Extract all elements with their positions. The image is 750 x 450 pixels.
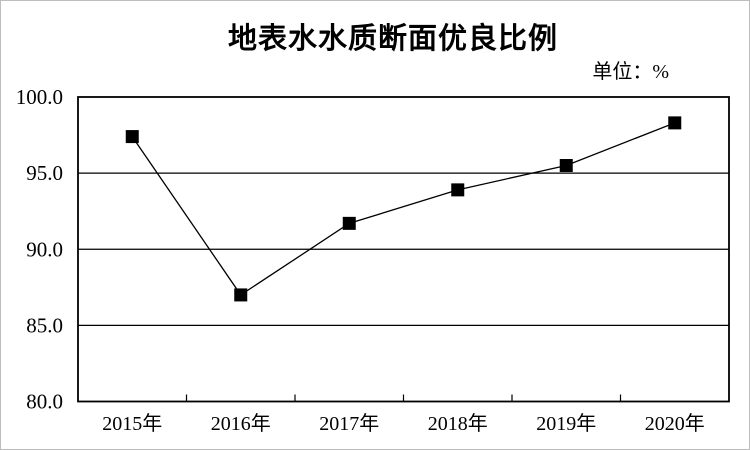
x-tick-label: 2016年 bbox=[211, 412, 271, 435]
y-tick-label: 100.0 bbox=[16, 85, 63, 109]
unit-label: 单位：% bbox=[592, 61, 669, 83]
data-point-marker bbox=[451, 183, 465, 197]
x-tick-label: 2020年 bbox=[645, 412, 705, 435]
chart-title: 地表水水质断面优良比例 bbox=[227, 23, 558, 55]
y-tick-label: 80.0 bbox=[26, 390, 63, 414]
x-tick-label: 2015年 bbox=[102, 412, 162, 435]
x-tick-label: 2019年 bbox=[536, 412, 596, 435]
y-tick-label: 90.0 bbox=[26, 237, 63, 261]
x-tick-label: 2017年 bbox=[319, 412, 379, 435]
x-tick-label: 2018年 bbox=[428, 412, 488, 435]
y-tick-label: 85.0 bbox=[26, 313, 63, 337]
data-point-marker bbox=[342, 216, 356, 230]
data-point-marker bbox=[668, 116, 682, 130]
data-point-marker bbox=[559, 159, 573, 173]
y-tick-label: 95.0 bbox=[26, 161, 63, 185]
data-point-marker bbox=[125, 130, 139, 144]
data-line bbox=[131, 122, 675, 296]
data-point-marker bbox=[234, 288, 248, 302]
